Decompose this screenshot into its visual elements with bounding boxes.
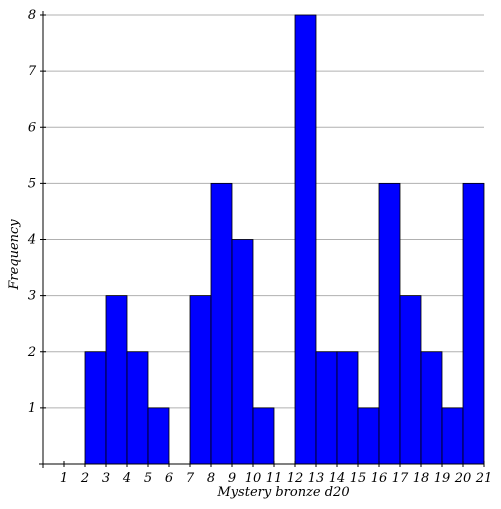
bar-10-11 — [252, 407, 275, 465]
x-tick-label-2: 2 — [80, 471, 89, 486]
y-tick-label-6: 6 — [28, 120, 36, 135]
x-tick-label-20: 20 — [454, 471, 472, 486]
bar-9-10 — [231, 239, 254, 465]
y-tick-label-5: 5 — [28, 176, 36, 191]
x-tick-label-18: 18 — [413, 471, 430, 486]
bar-8-9 — [210, 182, 233, 465]
y-tick-label-8: 8 — [28, 8, 36, 23]
x-tick-label-6: 6 — [165, 471, 173, 486]
bar-14-15 — [336, 351, 359, 465]
x-tick-label-7: 7 — [186, 471, 195, 486]
tick-marks — [40, 14, 485, 467]
x-tick-label-11: 11 — [266, 471, 283, 486]
bar-2-3 — [84, 351, 107, 465]
y-tick-label-7: 7 — [28, 64, 37, 79]
bar-19-20 — [441, 407, 464, 465]
y-tick-label-2: 2 — [27, 345, 36, 360]
x-tick-label-9: 9 — [228, 471, 236, 486]
x-tick-label-5: 5 — [144, 471, 152, 486]
x-tick-label-19: 19 — [434, 471, 451, 486]
x-tick-label-8: 8 — [207, 471, 215, 486]
x-tick-label-3: 3 — [102, 471, 110, 486]
bar-5-6 — [147, 407, 170, 465]
bar-17-18 — [399, 295, 422, 465]
bar-12-13 — [294, 14, 317, 465]
bar-20-21 — [462, 182, 485, 465]
bar-13-14 — [315, 351, 338, 465]
x-tick-label-10: 10 — [245, 471, 262, 486]
y-tick-label-4: 4 — [27, 233, 36, 248]
x-tick-label-13: 13 — [308, 471, 325, 486]
bar-15-16 — [357, 407, 380, 465]
x-tick-label-15: 15 — [350, 471, 367, 486]
y-tick-label-3: 3 — [28, 289, 36, 304]
bar-3-4 — [105, 295, 128, 465]
bar-18-19 — [420, 351, 443, 465]
x-tick-label-17: 17 — [392, 471, 409, 486]
x-tick-label-4: 4 — [122, 471, 131, 486]
bar-4-5 — [126, 351, 149, 465]
x-tick-label-14: 14 — [329, 471, 346, 486]
bar-16-17 — [378, 182, 401, 465]
x-tick-label-21: 21 — [475, 471, 493, 486]
bar-7-8 — [189, 295, 212, 465]
y-axis-title: Frequency — [7, 219, 22, 291]
x-tick-label-16: 16 — [371, 471, 388, 486]
x-tick-label-12: 12 — [287, 471, 304, 486]
x-axis-title: Mystery bronze d20 — [216, 485, 349, 500]
x-tick-label-1: 1 — [60, 471, 68, 486]
y-tick-label-1: 1 — [28, 401, 36, 416]
